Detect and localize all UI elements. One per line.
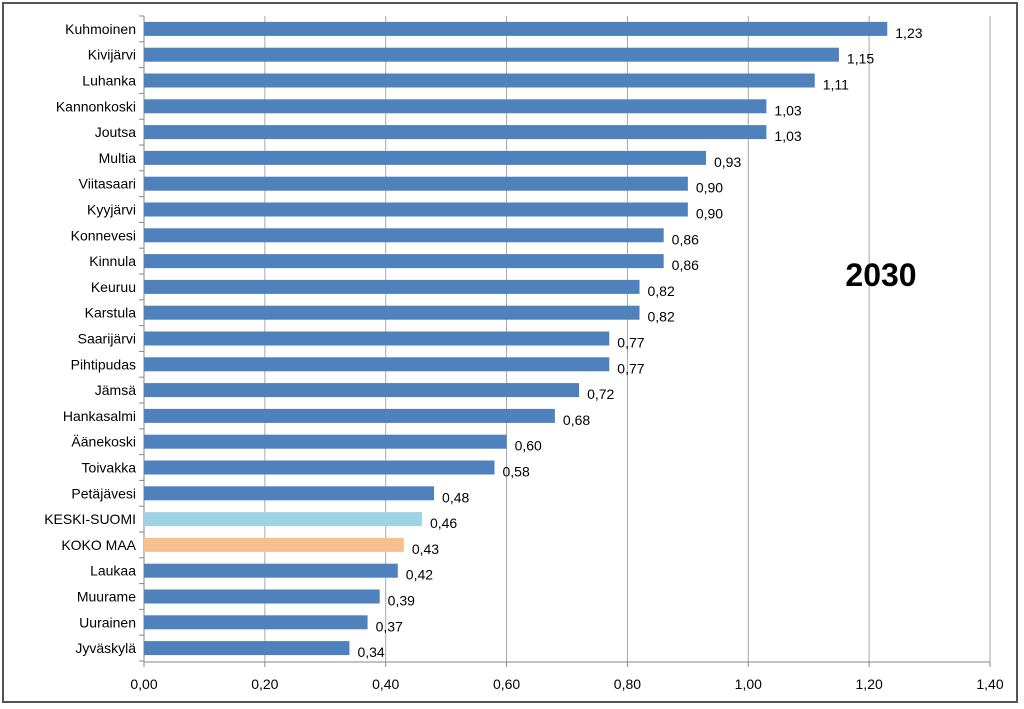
- bar: [144, 279, 640, 294]
- value-label: 0,86: [672, 257, 699, 273]
- x-tick-label: 1,00: [735, 676, 762, 692]
- value-label: 0,60: [515, 438, 542, 454]
- category-labels: Kuhmoinen Kivijärvi Luhanka Kannonkoski Jout…: [44, 21, 136, 656]
- category-label: Kivijärvi: [88, 47, 136, 63]
- category-label: Joutsa: [95, 124, 136, 140]
- x-tick-label: 0,20: [251, 676, 278, 692]
- value-label: 1,03: [774, 102, 801, 118]
- bar: [144, 383, 580, 398]
- bar: [144, 228, 664, 243]
- category-label: Pihtipudas: [71, 356, 136, 372]
- bar-chart: Kuhmoinen Kivijärvi Luhanka Kannonkoski Jout…: [44, 15, 1004, 692]
- category-label: Hankasalmi: [63, 408, 136, 424]
- value-label: 0,37: [376, 618, 403, 634]
- category-label: KOKO MAA: [61, 537, 136, 553]
- category-label: Keuruu: [91, 279, 136, 295]
- category-label: KESKI-SUOMI: [44, 511, 136, 527]
- category-label: Jämsä: [95, 382, 136, 398]
- category-label: Petäjävesi: [71, 485, 136, 501]
- bar: [144, 176, 688, 191]
- bar: [144, 202, 688, 217]
- bar: [144, 434, 507, 449]
- value-label: 0,86: [672, 231, 699, 247]
- value-label: 0,46: [430, 515, 457, 531]
- x-tick-label: 0,40: [372, 676, 399, 692]
- value-label: 1,03: [774, 128, 801, 144]
- value-label: 0,42: [406, 567, 433, 583]
- bar: [144, 125, 767, 140]
- bar: [144, 21, 888, 36]
- bar: [144, 47, 839, 62]
- bar: [144, 589, 380, 604]
- value-label: 0,34: [357, 644, 384, 660]
- bar: [144, 331, 610, 346]
- x-tick-label: 0,80: [614, 676, 641, 692]
- value-label: 0,39: [388, 593, 415, 609]
- category-label: Multia: [99, 150, 137, 166]
- bar: [144, 99, 767, 114]
- category-label: Uurainen: [79, 614, 136, 630]
- bar: [144, 357, 610, 372]
- x-tick-label: 1,20: [856, 676, 883, 692]
- bar: [144, 486, 435, 501]
- bar: [144, 563, 398, 578]
- category-label: Kyyjärvi: [87, 202, 136, 218]
- category-label: Konnevesi: [71, 227, 136, 243]
- bar: [144, 512, 422, 527]
- bars: [144, 21, 888, 656]
- bar: [144, 305, 640, 320]
- bar: [144, 537, 404, 552]
- value-label: 0,48: [442, 489, 469, 505]
- bar: [144, 460, 495, 475]
- category-label: Kuhmoinen: [65, 21, 136, 37]
- bar: [144, 641, 350, 656]
- category-label: Jyväskylä: [75, 640, 136, 656]
- value-labels: 1,23 1,15 1,11 1,03 1,03 0,93 0,90 0,90 0,86 0,86…: [357, 25, 922, 660]
- category-label: Viitasaari: [79, 176, 136, 192]
- bar: [144, 254, 664, 269]
- value-label: 0,72: [587, 386, 614, 402]
- category-label: Muurame: [77, 589, 136, 605]
- bar: [144, 150, 706, 165]
- x-tick-label: 0,60: [493, 676, 520, 692]
- x-tick-label: 0,00: [130, 676, 157, 692]
- category-label: Saarijärvi: [78, 331, 136, 347]
- bar: [144, 615, 368, 630]
- value-label: 1,11: [823, 77, 849, 93]
- category-label: Kannonkoski: [56, 98, 136, 114]
- category-label: Toivakka: [82, 460, 137, 476]
- value-label: 0,82: [648, 283, 675, 299]
- value-label: 0,90: [696, 180, 723, 196]
- value-label: 0,58: [502, 464, 529, 480]
- value-label: 0,68: [563, 412, 590, 428]
- chart-title: 2030: [845, 257, 916, 293]
- value-label: 0,93: [714, 154, 741, 170]
- category-label: Luhanka: [82, 73, 136, 89]
- value-label: 1,23: [895, 25, 922, 41]
- bar: [144, 73, 815, 88]
- value-label: 1,15: [847, 51, 874, 67]
- bar: [144, 408, 555, 423]
- category-label: Laukaa: [90, 563, 136, 579]
- category-label: Äänekoski: [71, 434, 136, 450]
- category-label: Karstula: [85, 305, 137, 321]
- category-label: Kinnula: [89, 253, 136, 269]
- x-axis: 0,00 0,20 0,40 0,60 0,80 1,00 1,20 1,40: [130, 15, 1004, 692]
- x-tick-label: 1,40: [976, 676, 1003, 692]
- value-label: 0,77: [617, 360, 644, 376]
- value-label: 0,43: [412, 541, 439, 557]
- value-label: 0,77: [617, 335, 644, 351]
- value-label: 0,90: [696, 206, 723, 222]
- value-label: 0,82: [648, 309, 675, 325]
